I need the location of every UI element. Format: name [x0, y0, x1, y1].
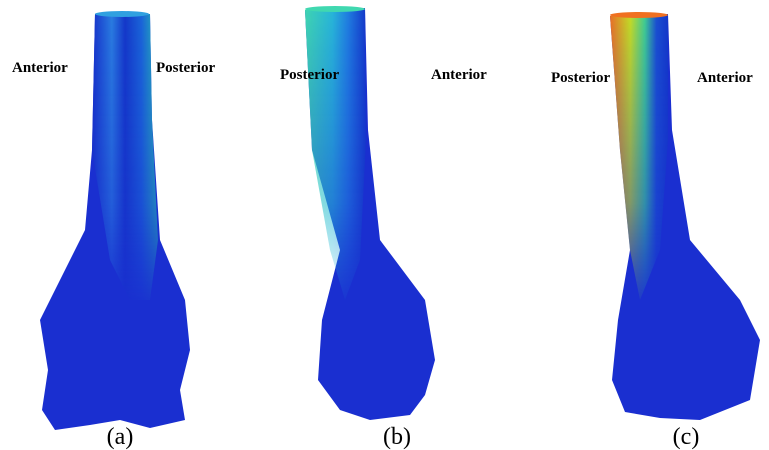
caption: (a): [107, 424, 134, 450]
right-label: Posterior: [156, 60, 215, 76]
left-label: Anterior: [12, 60, 68, 76]
right-label: Anterior: [431, 67, 487, 83]
figure: Anterior Posterior (a) Posterior Anterio…: [0, 0, 769, 450]
left-label: Posterior: [551, 70, 610, 86]
right-label: Anterior: [697, 70, 753, 86]
caption: (b): [383, 424, 411, 450]
left-label: Posterior: [280, 67, 339, 83]
caption: (c): [673, 424, 700, 450]
